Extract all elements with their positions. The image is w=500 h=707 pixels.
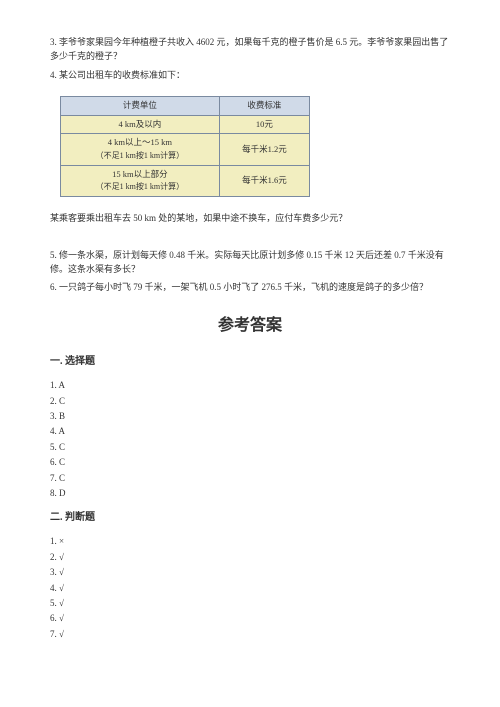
cell-sub: （不足1 km按1 km计算） <box>67 150 213 163</box>
table-header-unit: 计费单位 <box>61 97 220 116</box>
table-header-standard: 收费标准 <box>219 97 309 116</box>
choice-answers: 1. A 2. C3. B4. A 5. C6. C 7. C8. D <box>50 378 450 500</box>
question-4: 4. 某公司出租车的收费标准如下： <box>50 68 450 82</box>
answer-item: 2. √ <box>50 550 450 564</box>
answer-item: 7. C <box>50 471 450 485</box>
cell-main: 15 km以上部分 <box>67 168 213 182</box>
question-5: 5. 修一条水渠，原计划每天修 0.48 千米。实际每天比原计划多修 0.15 … <box>50 248 450 277</box>
judge-answers: 1. × 2. √3. √ 4. √5. √6. √ 7. √ <box>50 534 450 641</box>
answer-item: 1. × <box>50 534 450 548</box>
table-cell-right: 每千米1.6元 <box>219 165 309 196</box>
table-row: 4 km及以内 10元 <box>61 115 310 134</box>
answer-item: 5. √ <box>50 596 450 610</box>
table-row: 15 km以上部分 （不足1 km按1 km计算） 每千米1.6元 <box>61 165 310 196</box>
question-6: 6. 一只鸽子每小时飞 79 千米，一架飞机 0.5 小时飞了 276.5 千米… <box>50 280 450 294</box>
answer-item: 5. C <box>50 440 450 454</box>
table-row: 4 km以上～15 km （不足1 km按1 km计算） 每千米1.2元 <box>61 134 310 165</box>
answer-item: 1. A <box>50 378 450 392</box>
answer-item: 7. √ <box>50 627 450 641</box>
question-3: 3. 李爷爷家果园今年种植橙子共收入 4602 元，如果每千克的橙子售价是 6.… <box>50 35 450 64</box>
table-cell-right: 10元 <box>219 115 309 134</box>
table-cell-right: 每千米1.2元 <box>219 134 309 165</box>
answer-item: 6. C <box>50 455 450 469</box>
table-cell-left: 15 km以上部分 （不足1 km按1 km计算） <box>61 165 220 196</box>
cell-main: 4 km以上～15 km <box>67 136 213 150</box>
answer-item: 3. √ <box>50 565 450 579</box>
cell-sub: （不足1 km按1 km计算） <box>67 181 213 194</box>
table-cell-left: 4 km及以内 <box>61 115 220 134</box>
answer-item: 4. √ <box>50 581 450 595</box>
section-judge-title: 二. 判断题 <box>50 510 450 526</box>
answer-item: 6. √ <box>50 611 450 625</box>
answers-title: 参考答案 <box>50 313 450 339</box>
answer-item: 2. C <box>50 394 450 408</box>
answer-item: 3. B <box>50 409 450 423</box>
answer-item: 8. D <box>50 486 450 500</box>
answer-item: 4. A <box>50 424 450 438</box>
fare-table: 计费单位 收费标准 4 km及以内 10元 4 km以上～15 km （不足1 … <box>60 96 450 197</box>
table-cell-left: 4 km以上～15 km （不足1 km按1 km计算） <box>61 134 220 165</box>
question-4-follow: 某乘客要乘出租车去 50 km 处的某地，如果中途不换车，应付车费多少元？ <box>50 211 450 225</box>
section-choice-title: 一. 选择题 <box>50 354 450 370</box>
